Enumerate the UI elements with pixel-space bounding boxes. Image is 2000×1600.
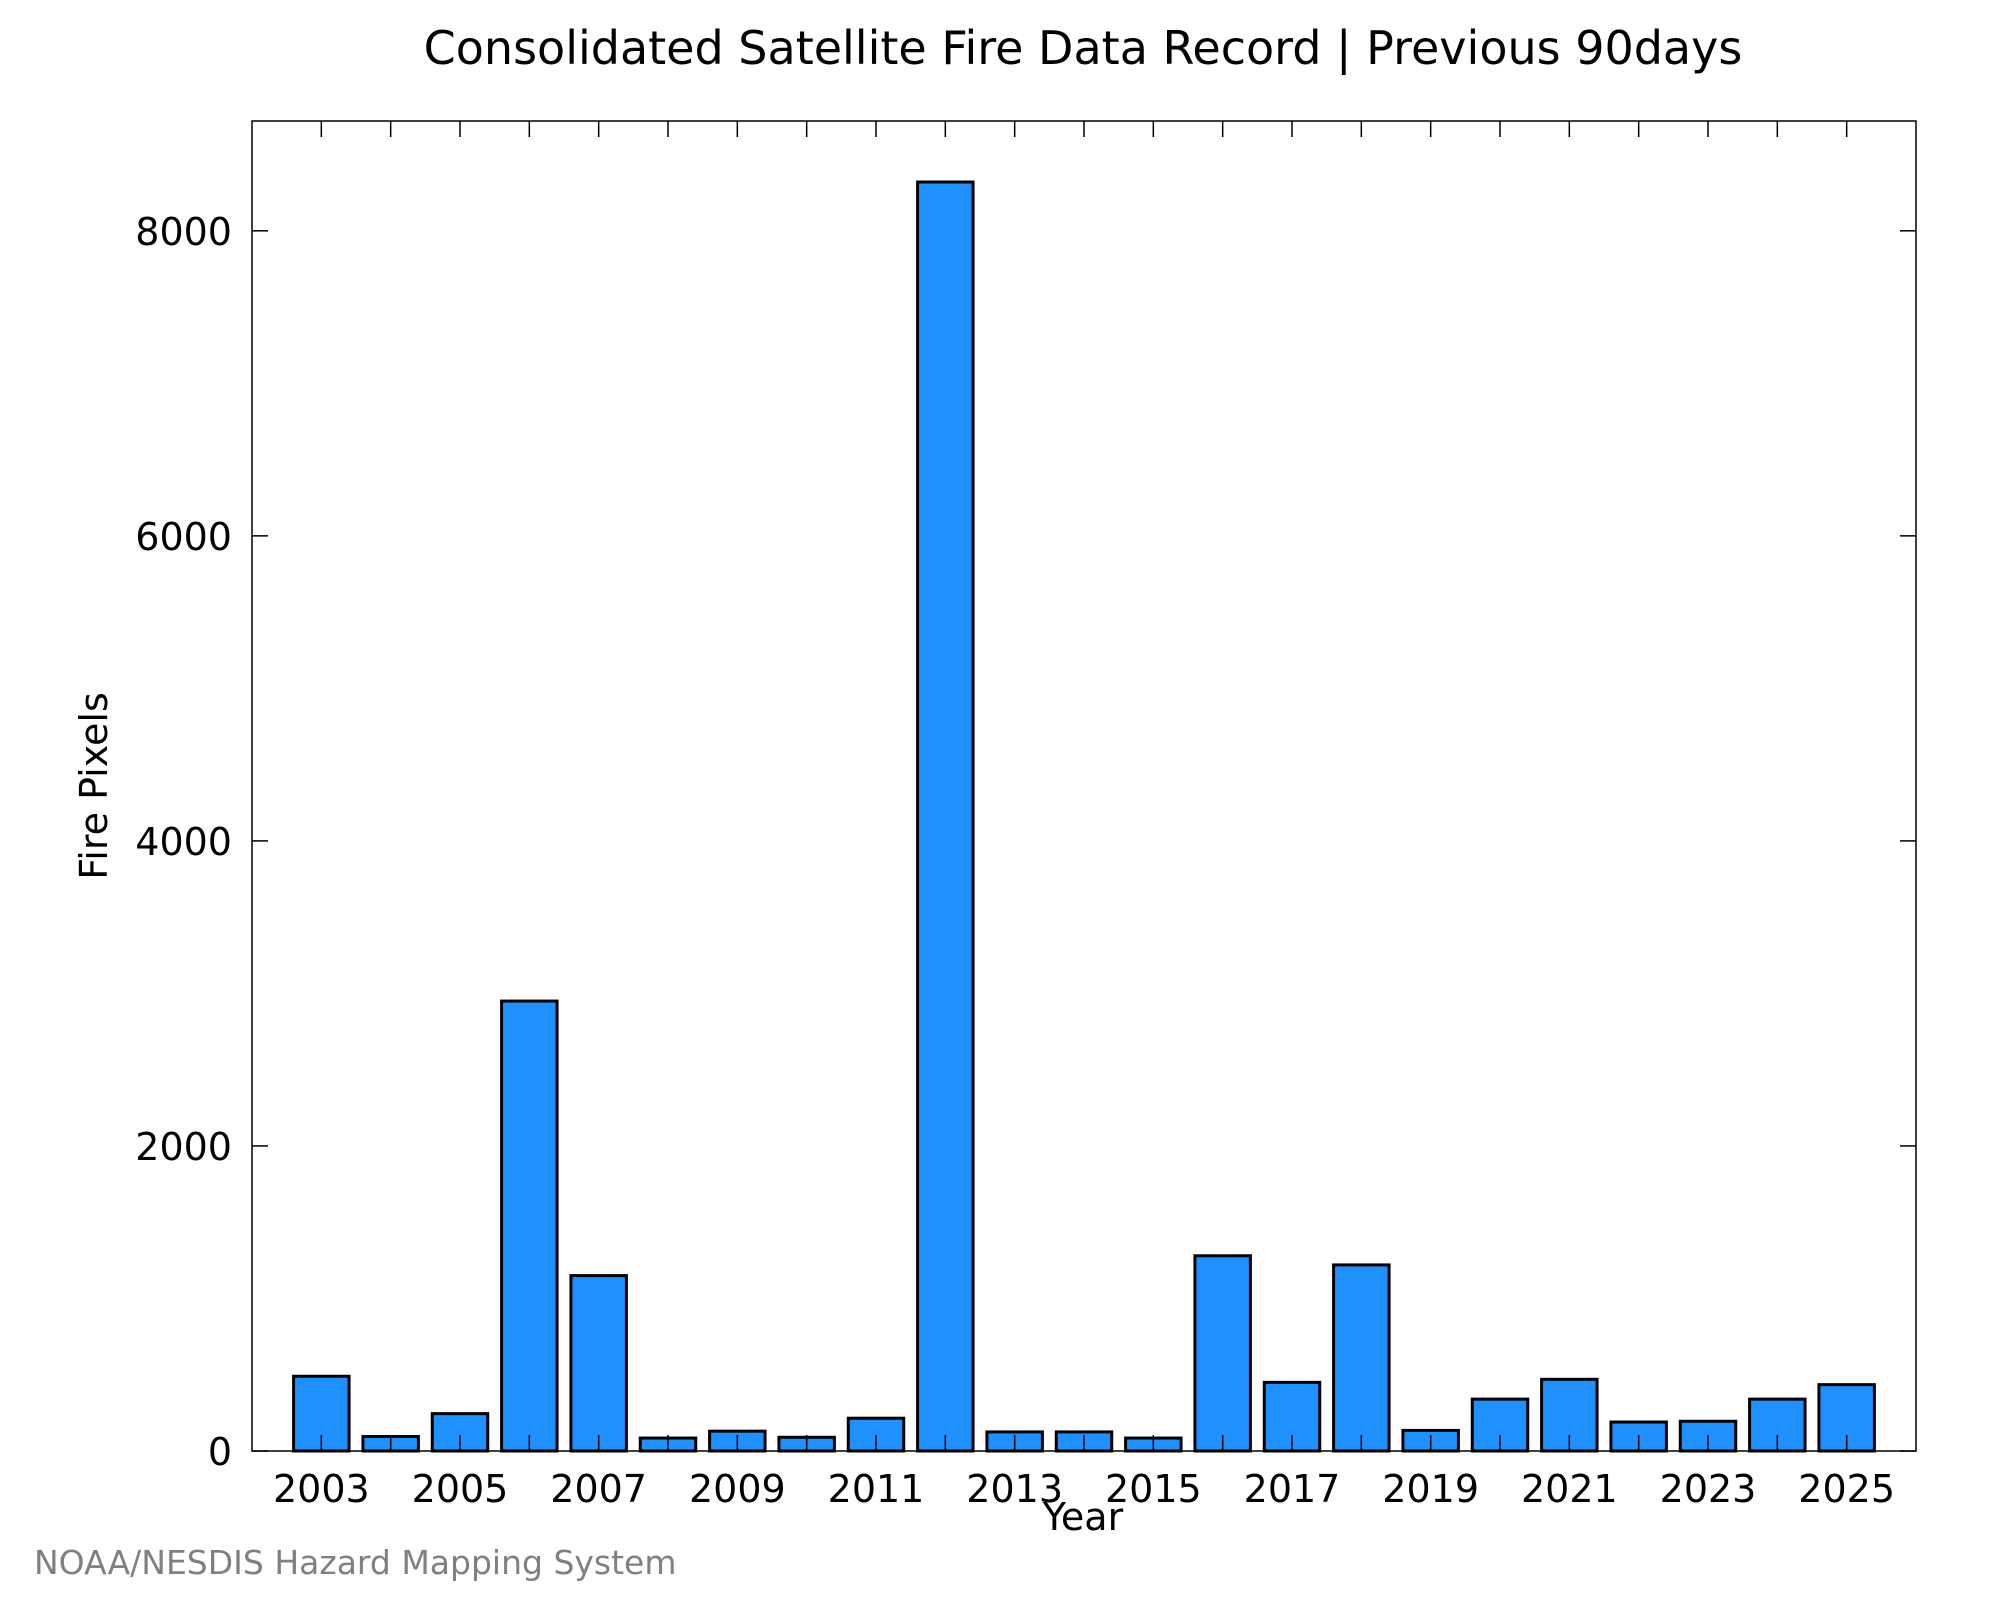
y-tick-label-8000: 8000 <box>135 210 232 254</box>
x-tick-label-2003: 2003 <box>273 1467 370 1511</box>
x-tick-label-2005: 2005 <box>412 1467 509 1511</box>
bar-2018 <box>1332 1263 1391 1453</box>
y-tick-label-6000: 6000 <box>135 515 232 559</box>
chart-title: Consolidated Satellite Fire Data Record … <box>424 21 1743 76</box>
x-axis-ticks: 2003 2005 2007 2009 2011 2013 2015 2017 2019 2021… <box>273 121 1895 1511</box>
x-tick-label-2023: 2023 <box>1660 1467 1757 1511</box>
x-tick-label-2011: 2011 <box>828 1467 925 1511</box>
bars-group <box>292 180 1876 1453</box>
bar-2012 <box>916 180 975 1453</box>
x-tick-label-2015: 2015 <box>1105 1467 1202 1511</box>
x-axis-label: Year <box>1042 1495 1124 1539</box>
bar-2016 <box>1193 1254 1252 1453</box>
x-tick-label-2009: 2009 <box>689 1467 786 1511</box>
y-tick-label-4000: 4000 <box>135 820 232 864</box>
x-tick-label-2017: 2017 <box>1244 1467 1341 1511</box>
credit-text: NOAA/NESDIS Hazard Mapping System <box>34 1543 677 1582</box>
x-tick-label-2019: 2019 <box>1382 1467 1479 1511</box>
y-axis-ticks: 0 2000 4000 6000 8000 <box>135 210 1916 1474</box>
bar-2006 <box>500 999 559 1453</box>
x-tick-label-2025: 2025 <box>1798 1467 1895 1511</box>
y-tick-label-0: 0 <box>208 1430 232 1474</box>
x-tick-label-2007: 2007 <box>550 1467 647 1511</box>
bar-2007 <box>569 1274 628 1453</box>
y-tick-label-2000: 2000 <box>135 1125 232 1169</box>
x-tick-label-2013: 2013 <box>966 1467 1063 1511</box>
y-axis-label: Fire Pixels <box>72 692 116 880</box>
x-tick-label-2021: 2021 <box>1521 1467 1618 1511</box>
bar-2021 <box>1540 1377 1599 1453</box>
